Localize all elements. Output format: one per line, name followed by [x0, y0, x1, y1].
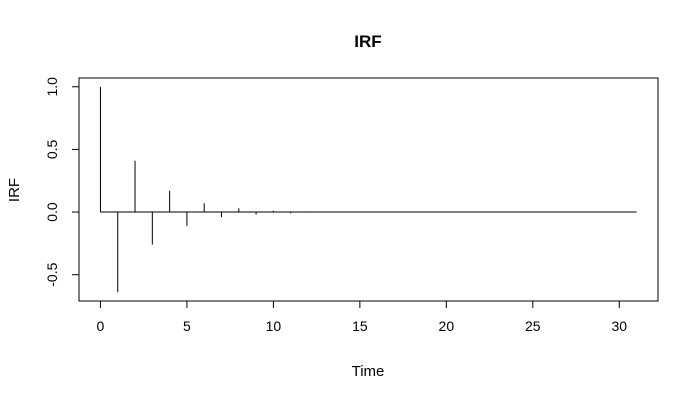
x-tick-label: 10	[266, 318, 282, 334]
y-axis-label: IRF	[6, 178, 23, 202]
chart-title: IRF	[354, 32, 381, 51]
y-tick-label: -0.5	[44, 262, 60, 286]
y-tick-label: 1.0	[44, 77, 60, 97]
x-tick-label: 0	[97, 318, 105, 334]
x-axis: 0 5 10 15 20 25 30	[97, 300, 627, 334]
x-tick-label: 30	[611, 318, 627, 334]
x-tick-label: 5	[183, 318, 191, 334]
y-tick-label: 0.0	[44, 202, 60, 222]
y-axis: -0.5 0.0 0.5 1.0	[44, 77, 80, 287]
y-tick-label: 0.5	[44, 139, 60, 159]
x-axis-label: Time	[352, 363, 385, 380]
plot-frame	[78, 77, 659, 302]
irf-series	[99, 86, 637, 293]
x-tick-label: 25	[525, 318, 541, 334]
x-tick-label: 15	[352, 318, 368, 334]
x-tick-label: 20	[439, 318, 455, 334]
